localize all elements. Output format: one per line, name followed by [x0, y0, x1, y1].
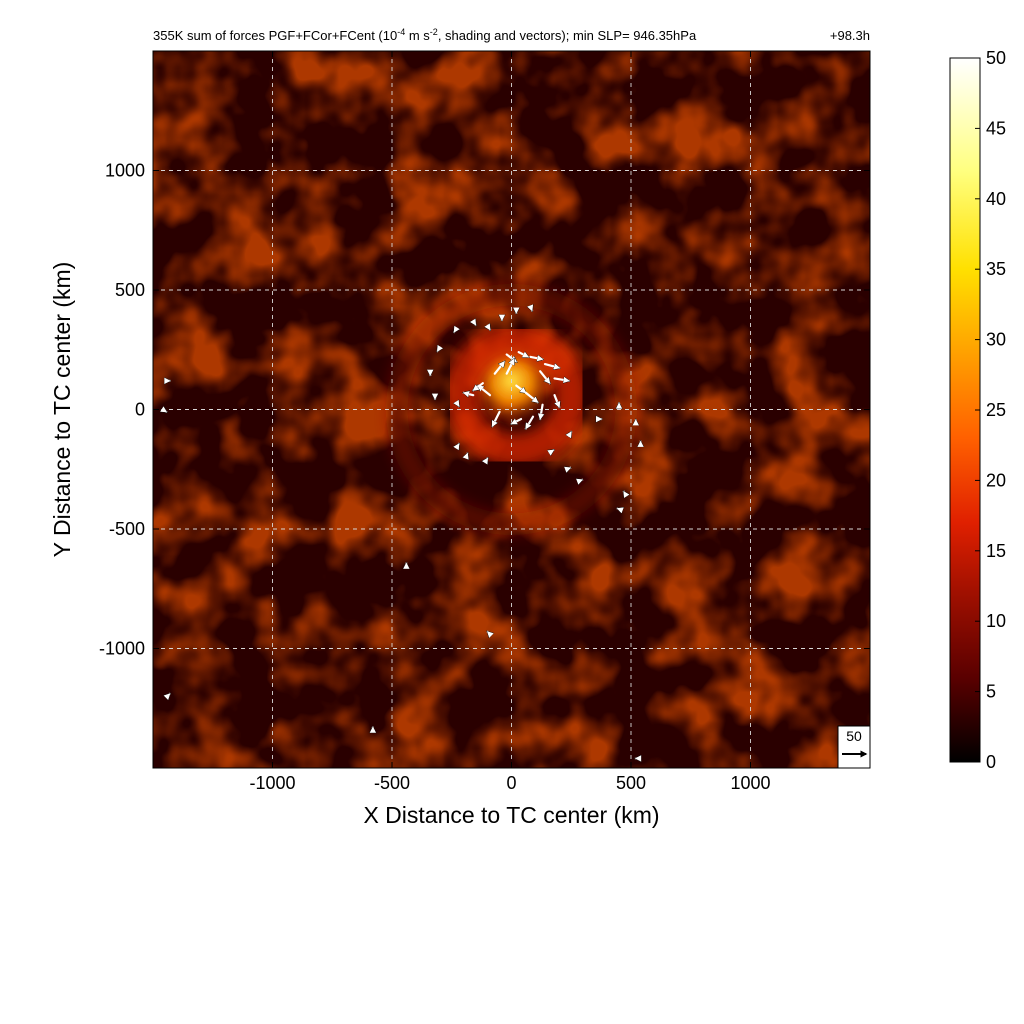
- force-vector: [505, 359, 516, 375]
- x-tick-label: -500: [374, 773, 410, 793]
- y-tick-label: 500: [115, 280, 145, 300]
- force-vector: [167, 694, 169, 696]
- force-vector: [524, 415, 535, 429]
- force-vector: [566, 468, 570, 469]
- colorbar-tick-label: 20: [986, 470, 1006, 490]
- colorbar-tick-label: 5: [986, 682, 996, 702]
- force-vector: [569, 432, 573, 436]
- field-ring: [444, 323, 589, 468]
- force-vector: [488, 632, 490, 634]
- force-vector: [550, 449, 554, 452]
- force-vector: [485, 458, 489, 462]
- force-vector: [473, 382, 484, 390]
- colorbar-tick-label: 40: [986, 189, 1006, 209]
- colorbar-tick-label: 0: [986, 752, 996, 772]
- colorbar-tick-label: 35: [986, 259, 1006, 279]
- colorbar-tick-label: 30: [986, 330, 1006, 350]
- force-vector: [553, 394, 560, 407]
- force-vector: [511, 417, 523, 425]
- colorbar-tick-label: 50: [986, 48, 1006, 68]
- force-vector: [524, 391, 538, 403]
- force-vector: [491, 410, 501, 426]
- force-vector: [464, 393, 475, 395]
- colorbar-tick-label: 10: [986, 611, 1006, 631]
- x-tick-label: 500: [616, 773, 646, 793]
- colorbar: 0 5 10 15 20 25 30 35 40 45 50: [949, 48, 1006, 772]
- reference-vector-label: 50: [846, 728, 862, 744]
- chart-title: 355K sum of forces PGF+FCor+FCent (10-4 …: [153, 27, 697, 43]
- x-tick-label: 0: [506, 773, 516, 793]
- force-vector: [529, 357, 543, 359]
- force-vector: [543, 362, 559, 368]
- colorbar-tick-label: 25: [986, 400, 1006, 420]
- force-vector: [466, 453, 467, 457]
- reference-vector: 50: [837, 725, 871, 769]
- force-vector: [618, 508, 622, 509]
- x-tick-label: -1000: [249, 773, 295, 793]
- heatmap-field: [153, 51, 870, 768]
- time-label: +98.3h: [830, 28, 870, 43]
- force-vector: [493, 362, 505, 375]
- force-vector: [478, 386, 492, 397]
- y-tick-label: -500: [109, 519, 145, 539]
- force-vector: [457, 444, 461, 448]
- force-vector: [473, 321, 477, 325]
- force-vector: [531, 307, 532, 311]
- x-tick-label: 1000: [730, 773, 770, 793]
- y-axis-ticks: -1000 -500 0 500 1000: [99, 161, 870, 659]
- colorbar-tick-label: 15: [986, 541, 1006, 561]
- force-vector: [515, 384, 526, 393]
- force-vector: [453, 328, 456, 332]
- force-vectors: [163, 307, 641, 759]
- y-tick-label: 1000: [105, 161, 145, 181]
- force-vector: [488, 326, 492, 330]
- force-vector: [539, 370, 550, 383]
- force-vector: [553, 378, 569, 380]
- force-vector: [622, 492, 626, 496]
- force-vector: [436, 347, 439, 351]
- force-vector: [578, 480, 582, 481]
- force-vector: [457, 402, 461, 406]
- colorbar-tick-label: 45: [986, 118, 1006, 138]
- force-vector: [517, 351, 529, 359]
- y-tick-label: 0: [135, 400, 145, 420]
- force-vector: [540, 403, 542, 419]
- y-tick-label: -1000: [99, 639, 145, 659]
- force-vector: [163, 410, 167, 413]
- x-axis-title: X Distance to TC center (km): [363, 802, 659, 828]
- y-axis-title: Y Distance to TC center (km): [49, 262, 75, 558]
- x-axis-ticks: -1000 -500 0 500 1000: [249, 51, 771, 793]
